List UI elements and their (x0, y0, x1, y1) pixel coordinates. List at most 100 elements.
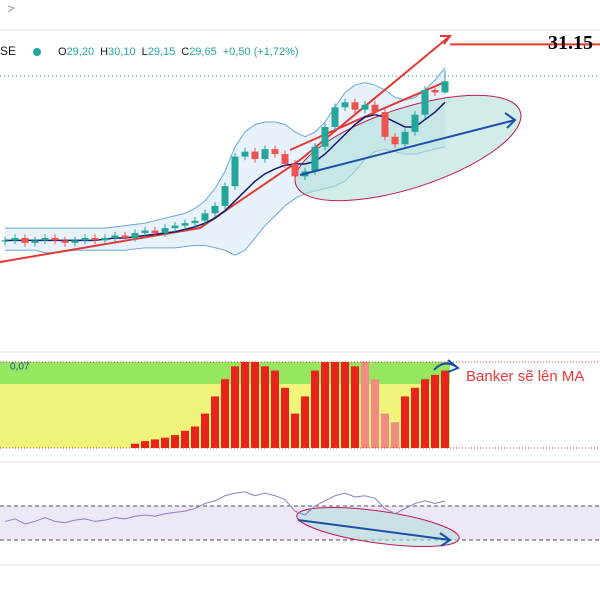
indicator-bar (351, 366, 359, 448)
indicator-bar (191, 426, 199, 448)
candle-body (151, 230, 159, 234)
candle-body (241, 151, 249, 157)
ohlc-value: 29,15 (148, 46, 176, 58)
ohlc-label: L (142, 46, 148, 58)
candle-body (131, 233, 139, 238)
ohlc-label: O (58, 46, 67, 58)
candle-body (201, 213, 209, 221)
candle-body (231, 156, 239, 187)
candle-body (401, 131, 409, 145)
indicator-bar (361, 362, 369, 448)
rsi-arrow (297, 519, 452, 547)
candle-body (71, 240, 79, 243)
arrowhead (440, 35, 452, 45)
symbol: SE (0, 44, 16, 58)
rsi-band (0, 506, 600, 540)
candle-body (321, 126, 329, 147)
candle-body (381, 112, 389, 137)
candle-body (41, 237, 49, 241)
candle-body (171, 225, 179, 229)
indicator-bar (131, 443, 139, 448)
indicator-bar (401, 396, 409, 448)
candle-body (291, 163, 299, 177)
candle-body (351, 102, 359, 110)
candle-body (261, 149, 269, 160)
status-dot (33, 48, 41, 56)
indicator-bar (441, 370, 449, 448)
indicator-bar (211, 396, 219, 448)
indicator-bar (331, 362, 339, 448)
ohlc-value: 29,20 (67, 46, 95, 58)
candle-body (81, 237, 89, 241)
indicator-bar (341, 362, 349, 448)
candle-body (371, 104, 379, 113)
indicator-bar (261, 366, 269, 448)
candle-body (441, 81, 449, 93)
moving-average (5, 101, 446, 242)
trend-arrow (299, 112, 517, 176)
candle-body (1, 240, 9, 242)
indicator-bar (181, 430, 189, 448)
indicator-bar (151, 439, 159, 448)
candle-body (341, 102, 349, 108)
indicator-bar (311, 370, 319, 448)
icon (7, 5, 16, 13)
band-upper (5, 67, 446, 229)
candle-body (111, 235, 119, 238)
candle-body (211, 205, 219, 214)
candle-body (331, 107, 339, 127)
indicator-bar (291, 413, 299, 448)
candle-body (271, 149, 279, 155)
target-label: 31.15 (548, 32, 593, 54)
candle-body (411, 114, 419, 132)
candle-body (91, 237, 99, 241)
rsi-line (4, 491, 446, 525)
candle-body (31, 240, 39, 243)
candle-body (51, 237, 59, 241)
indicator-bar (251, 362, 259, 448)
ohlc-value: 30,10 (108, 46, 136, 58)
candle-body (311, 146, 319, 172)
indicator-bar (431, 374, 439, 448)
indicator-bar (271, 370, 279, 448)
indicator-bar (281, 387, 289, 448)
candle-body (61, 240, 69, 243)
ohlc-label: H (100, 46, 108, 58)
candle-body (431, 89, 439, 93)
candle-body (161, 228, 169, 234)
candle-body (101, 237, 109, 241)
indicator-bar (391, 422, 399, 448)
ohlc-value: +0,50 (+1,72%) (223, 46, 299, 58)
ohlc-value: 29,65 (189, 46, 217, 58)
candle-body (281, 154, 289, 164)
indicator-bar (201, 413, 209, 448)
indicator-bar (141, 441, 149, 448)
candle-body (221, 186, 229, 206)
indicator-bar (371, 379, 379, 448)
candle-body (421, 89, 429, 115)
candle-body (21, 237, 29, 243)
indicator-bar (171, 435, 179, 448)
indicator-bar (221, 379, 229, 448)
indicator-bar (411, 387, 419, 448)
indicator-bar (301, 396, 309, 448)
candle-body (181, 223, 189, 226)
trend-channel (0, 35, 451, 263)
annotation: Banker sẽ lên MA (466, 368, 584, 385)
indicator-bar (241, 362, 249, 448)
candle-body (361, 104, 369, 110)
indicator-bar (161, 437, 169, 448)
indicator-bar (421, 379, 429, 448)
candle-body (191, 220, 199, 224)
candle-body (121, 235, 129, 238)
indicator-bar (321, 362, 329, 448)
ohlc-label: C (181, 46, 189, 58)
indicator-bar (381, 413, 389, 448)
candle-body (251, 151, 259, 160)
candle-body (141, 230, 149, 234)
indicator-bar (231, 366, 239, 448)
indicator-label: 0,07 (10, 362, 30, 373)
annotation-arrow (433, 359, 460, 373)
candle-body (391, 136, 399, 145)
